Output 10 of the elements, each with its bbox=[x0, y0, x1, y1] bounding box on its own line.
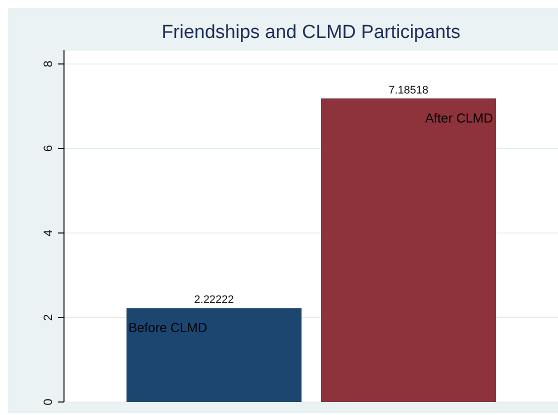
x-tick-label: Before CLMD bbox=[128, 320, 208, 336]
data-label: 7.18518 bbox=[388, 84, 428, 96]
x-tick-label: After CLMD bbox=[425, 110, 494, 126]
chart-title: Friendships and CLMD Participants bbox=[160, 22, 462, 44]
data-label: 2.22222 bbox=[194, 294, 234, 306]
y-tick-label: 6 bbox=[41, 144, 55, 152]
y-tick-label: 0 bbox=[41, 398, 55, 406]
y-tick-label: 4 bbox=[41, 229, 55, 236]
y-tick-label: 8 bbox=[41, 60, 55, 68]
y-tick-label: 2 bbox=[41, 314, 55, 321]
